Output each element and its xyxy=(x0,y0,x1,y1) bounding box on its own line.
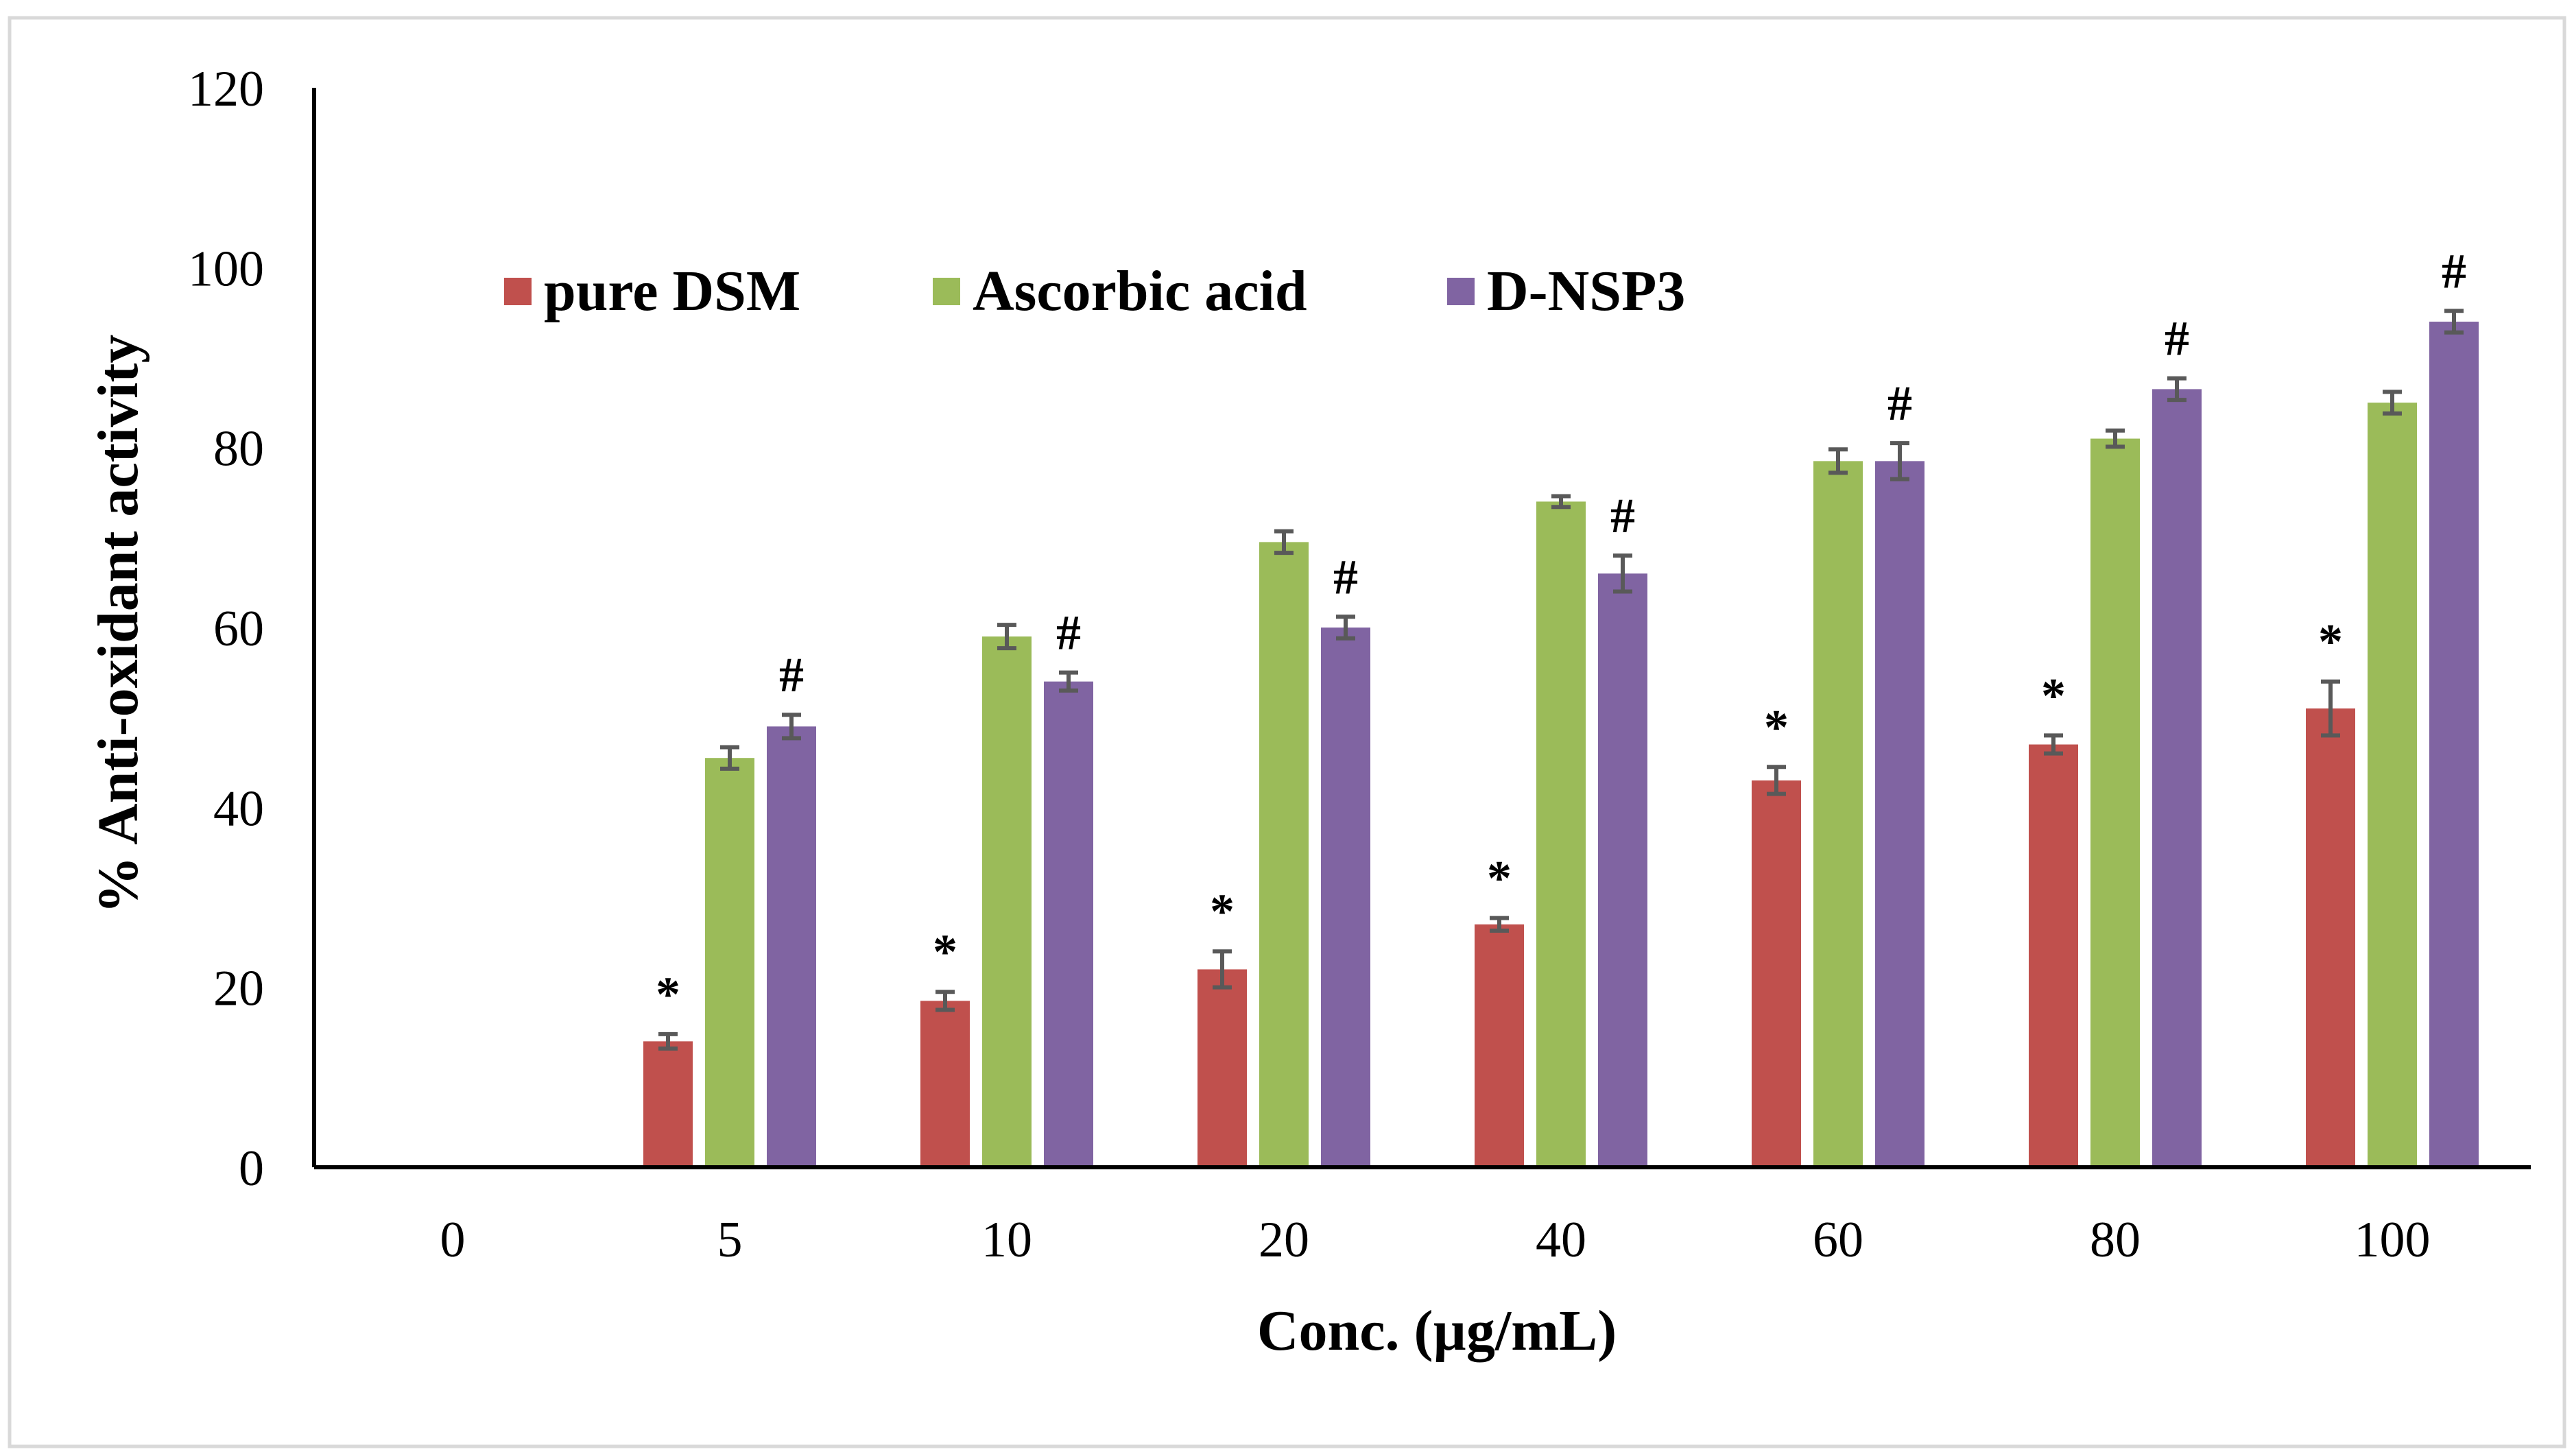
error-bar xyxy=(782,713,801,741)
y-axis-ticks: 0 20 40 60 80 100 120 xyxy=(188,61,264,1197)
significance-marker: * xyxy=(1764,700,1789,754)
error-bar xyxy=(2167,376,2186,403)
error-bar xyxy=(936,990,955,1012)
significance-marker: # xyxy=(1056,606,1081,660)
significance-marker: * xyxy=(933,924,957,979)
bar xyxy=(2090,438,2140,1167)
bar xyxy=(1259,542,1309,1167)
error-bar xyxy=(1551,494,1571,510)
bar xyxy=(982,636,1032,1167)
significance-marker: * xyxy=(1487,851,1512,906)
bar xyxy=(1598,573,1647,1167)
y-tick-label: 60 xyxy=(213,601,264,657)
error-bar xyxy=(1490,916,1509,933)
bar xyxy=(1321,628,1370,1167)
significance-marker: # xyxy=(1887,376,1912,431)
legend-label: Ascorbic acid xyxy=(973,259,1307,323)
significance-marker: # xyxy=(2165,311,2189,366)
bar xyxy=(2306,708,2355,1167)
error-bar xyxy=(1213,949,1232,990)
x-tick-label: 40 xyxy=(1536,1212,1586,1268)
y-axis-title: % Anti-oxidant activity xyxy=(86,335,150,914)
legend-label: D-NSP3 xyxy=(1487,259,1685,323)
bar xyxy=(2368,403,2417,1168)
significance-marker: # xyxy=(1333,549,1358,604)
legend-swatch xyxy=(933,278,960,305)
error-bar xyxy=(1059,670,1078,693)
y-tick-label: 20 xyxy=(213,961,264,1017)
bar xyxy=(1475,924,1524,1167)
y-tick-label: 40 xyxy=(213,780,264,837)
error-bar xyxy=(1828,447,1848,475)
error-bar xyxy=(2321,679,2340,738)
bar xyxy=(2152,389,2202,1167)
y-tick-label: 120 xyxy=(188,61,264,117)
error-bar xyxy=(2044,733,2063,756)
error-bar xyxy=(1890,441,1909,481)
legend-swatch xyxy=(504,278,532,305)
x-tick-label: 0 xyxy=(440,1212,466,1268)
error-bar xyxy=(997,623,1016,651)
significance-marker: * xyxy=(1210,884,1235,939)
x-tick-label: 20 xyxy=(1259,1212,1309,1268)
legend: pure DSM Ascorbic acid D-NSP3 xyxy=(504,259,1685,323)
bar xyxy=(643,1041,693,1167)
error-bar xyxy=(1336,614,1355,641)
error-bar xyxy=(720,745,739,771)
bar xyxy=(1813,461,1863,1167)
significance-marker: # xyxy=(2442,243,2466,298)
significance-marker: # xyxy=(1610,488,1635,543)
y-tick-label: 0 xyxy=(239,1141,264,1197)
legend-swatch xyxy=(1447,278,1475,305)
bar xyxy=(2429,322,2479,1167)
legend-label: pure DSM xyxy=(544,259,800,323)
significance-marker: # xyxy=(779,647,804,702)
x-tick-label: 10 xyxy=(981,1212,1032,1268)
x-axis-title: Conc. (µg/mL) xyxy=(1257,1299,1617,1363)
error-bar xyxy=(2106,428,2125,449)
bar xyxy=(1197,969,1247,1167)
x-axis-ticks: 0 5 10 20 40 60 80 100 xyxy=(440,1212,2431,1268)
bar xyxy=(1752,780,1801,1167)
x-tick-label: 100 xyxy=(2355,1212,2431,1268)
y-tick-label: 100 xyxy=(188,241,264,297)
significance-marker: * xyxy=(2041,668,2066,723)
significance-marker: * xyxy=(656,967,680,1022)
error-bar xyxy=(1613,553,1632,594)
significance-markers: * * * * * * * # # # # # # # xyxy=(656,243,2466,1022)
error-bar xyxy=(2444,309,2464,335)
x-tick-label: 80 xyxy=(2090,1212,2141,1268)
bar xyxy=(920,1001,970,1167)
x-tick-label: 5 xyxy=(717,1212,743,1268)
error-bar xyxy=(1274,529,1294,556)
bar xyxy=(705,758,754,1167)
error-bar xyxy=(1767,765,1786,796)
bar xyxy=(1875,461,1924,1167)
error-bars xyxy=(658,309,2464,1051)
bar xyxy=(1536,501,1586,1167)
y-tick-label: 80 xyxy=(213,421,264,477)
error-bar xyxy=(2383,390,2402,416)
x-tick-label: 60 xyxy=(1813,1212,1863,1268)
error-bar xyxy=(658,1031,678,1051)
significance-marker: * xyxy=(2318,614,2343,669)
bar-series xyxy=(643,322,2479,1168)
bar xyxy=(1044,681,1093,1167)
bar xyxy=(2029,744,2078,1167)
bar xyxy=(767,726,816,1167)
